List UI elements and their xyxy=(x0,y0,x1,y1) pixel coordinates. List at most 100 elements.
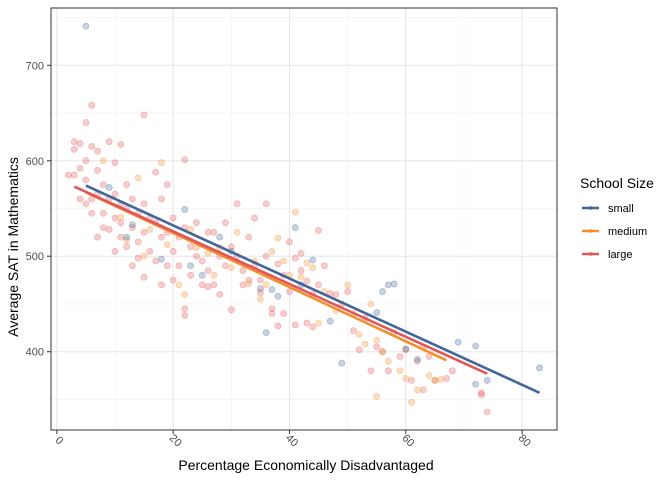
point-small xyxy=(326,317,334,325)
point-small xyxy=(291,224,299,231)
point-large xyxy=(88,143,96,150)
point-medium xyxy=(367,300,375,308)
point-small xyxy=(82,22,90,30)
point-medium xyxy=(175,281,183,289)
point-small xyxy=(105,184,113,191)
point-small xyxy=(256,285,264,293)
point-small xyxy=(338,359,346,367)
point-medium xyxy=(227,264,235,272)
point-large xyxy=(82,176,90,184)
fit-lines xyxy=(73,184,541,394)
point-large xyxy=(94,233,101,241)
point-large xyxy=(175,262,183,270)
grid-major xyxy=(51,8,557,430)
point-medium xyxy=(280,257,288,265)
point-large xyxy=(280,310,288,317)
point-large xyxy=(268,310,276,317)
point-medium xyxy=(303,259,311,267)
point-medium xyxy=(262,281,270,289)
point-medium xyxy=(344,281,352,289)
point-large xyxy=(355,346,363,354)
point-medium xyxy=(373,336,381,344)
point-small xyxy=(402,345,410,353)
point-large xyxy=(414,357,421,365)
point-medium xyxy=(210,271,218,279)
point-large xyxy=(198,281,206,289)
point-large xyxy=(99,181,107,189)
point-medium xyxy=(233,228,241,236)
point-small xyxy=(181,206,189,213)
point-large xyxy=(140,228,148,236)
point-small xyxy=(158,255,165,263)
point-large xyxy=(158,233,165,241)
point-small xyxy=(384,281,392,289)
point-large xyxy=(82,157,90,165)
point-large xyxy=(129,262,136,270)
point-large xyxy=(268,305,276,313)
y-tick-label: 600 xyxy=(26,156,44,168)
point-large xyxy=(123,243,131,251)
legend-key-point-small xyxy=(588,205,593,211)
point-small xyxy=(274,292,282,300)
point-large xyxy=(158,195,165,203)
point-large xyxy=(419,386,427,394)
point-large xyxy=(140,273,148,281)
point-large xyxy=(291,321,299,329)
point-large xyxy=(379,348,386,356)
point-large xyxy=(262,200,270,208)
point-large xyxy=(204,228,212,236)
point-medium xyxy=(396,367,404,375)
point-large xyxy=(210,281,218,289)
legend-key-point-large xyxy=(588,251,593,257)
legend-key-point-medium xyxy=(588,228,593,234)
point-small xyxy=(198,271,206,279)
point-medium xyxy=(268,248,276,255)
point-large xyxy=(181,312,189,319)
point-large xyxy=(309,323,317,331)
point-large xyxy=(88,101,96,109)
point-large xyxy=(76,140,84,147)
point-small xyxy=(414,355,421,363)
x-tick-label: 80 xyxy=(516,432,533,449)
point-large xyxy=(88,209,96,217)
point-medium xyxy=(291,208,299,216)
point-large xyxy=(152,168,160,176)
point-medium xyxy=(384,357,392,365)
point-large xyxy=(315,227,322,234)
point-large xyxy=(146,248,154,255)
point-large xyxy=(158,281,165,289)
point-large xyxy=(82,200,90,208)
point-large xyxy=(169,248,177,255)
point-large xyxy=(187,243,194,251)
point-large xyxy=(169,214,177,222)
point-medium xyxy=(256,295,264,303)
point-medium xyxy=(134,174,142,182)
point-medium xyxy=(297,273,305,281)
point-large xyxy=(373,343,381,351)
point-medium xyxy=(414,386,421,394)
point-large xyxy=(187,271,194,279)
point-medium xyxy=(163,241,171,249)
point-large xyxy=(70,171,78,179)
point-large xyxy=(315,281,322,289)
point-small xyxy=(472,380,479,388)
y-tick-label: 400 xyxy=(26,347,44,359)
point-large xyxy=(76,164,84,172)
point-large xyxy=(117,141,125,148)
point-large xyxy=(140,111,148,119)
point-medium xyxy=(373,393,381,400)
point-large xyxy=(152,257,160,265)
point-medium xyxy=(158,159,165,167)
point-large xyxy=(367,367,375,375)
point-large xyxy=(99,224,107,231)
point-large xyxy=(274,260,282,268)
point-small xyxy=(268,286,276,294)
point-large xyxy=(256,276,264,284)
point-large xyxy=(477,389,485,397)
point-large xyxy=(134,238,142,246)
x-tick-label: 0 xyxy=(53,434,66,447)
y-tick-label: 500 xyxy=(26,251,44,263)
point-large xyxy=(303,319,311,327)
point-large xyxy=(431,376,439,384)
point-large xyxy=(117,219,125,227)
